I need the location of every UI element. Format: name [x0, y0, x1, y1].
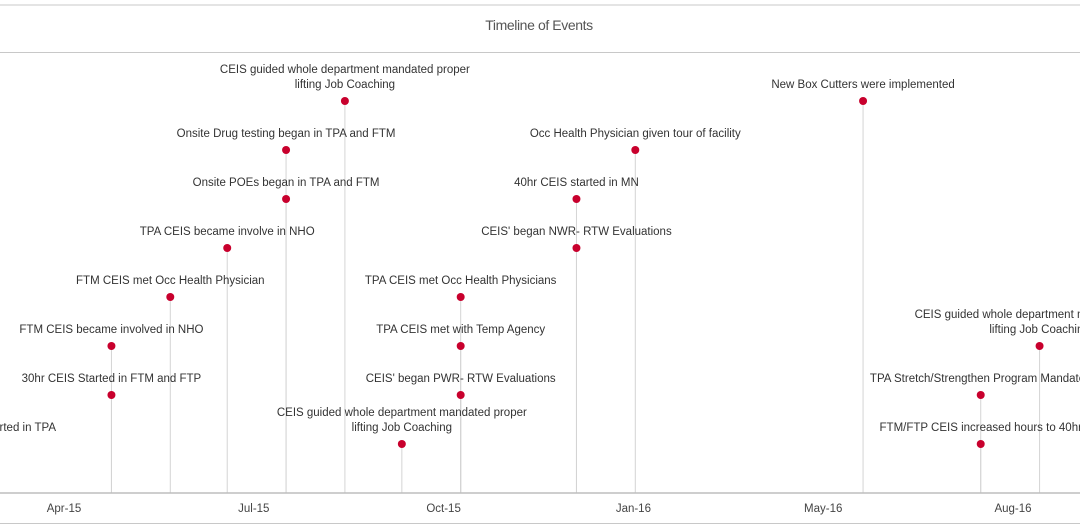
event-marker[interactable] — [282, 195, 291, 203]
event-label: CEIS' began NWR- RTW Evaluations — [481, 226, 672, 238]
event-label: New Box Cutters were implemented — [771, 79, 954, 91]
event-marker[interactable] — [397, 440, 406, 448]
event: CEIS guided whole department mandated pr… — [220, 64, 470, 105]
event: TPA Stretch/Strengthen Program Mandated — [870, 373, 1080, 399]
event: CEIS guided whole department mandated pr… — [915, 309, 1080, 350]
event-marker[interactable] — [166, 293, 175, 301]
event-marker[interactable] — [859, 97, 868, 105]
event-label: TPA CEIS met Occ Health Physicians — [365, 275, 557, 287]
event: Onsite POEs began in TPA and FTM — [193, 177, 380, 203]
chart-title: Timeline of Events — [485, 17, 593, 33]
event-marker[interactable] — [340, 97, 349, 105]
event-marker[interactable] — [976, 440, 985, 448]
event-marker[interactable] — [456, 391, 465, 399]
event: New Box Cutters were implemented — [771, 79, 955, 105]
event-label: CEIS guided whole department mandated pr… — [277, 407, 527, 419]
event-marker[interactable] — [456, 342, 465, 350]
event-marker[interactable] — [572, 244, 581, 252]
event-label: CEIS' began PWR- RTW Evaluations — [366, 373, 556, 385]
event-label: CEIS guided whole department mandated pr… — [220, 64, 470, 76]
event-label: 40hr CEIS started in MN — [514, 177, 639, 189]
event: TPA CEIS met with Temp Agency — [376, 324, 545, 350]
x-tick-label: Apr-15 — [47, 503, 82, 515]
event-label: Onsite POEs began in TPA and FTM — [193, 177, 380, 189]
event-label: CEIS guided whole department mandated pr… — [915, 309, 1080, 321]
event: TPA CEIS became involve in NHO — [140, 226, 315, 252]
event-marker[interactable] — [631, 146, 640, 154]
event-label: lifting Job Coaching — [989, 324, 1080, 336]
x-tick-label: Jan-16 — [616, 503, 651, 515]
event-label: lifting Job Coaching — [352, 422, 452, 434]
event-marker[interactable] — [107, 342, 116, 350]
event-label: FTM CEIS became involved in NHO — [19, 324, 203, 336]
x-tick-label: Oct-15 — [426, 503, 461, 515]
event: FTM CEIS became involved in NHO — [19, 324, 204, 350]
event-label: TPA CEIS became involve in NHO — [140, 226, 315, 238]
event-marker[interactable] — [223, 244, 232, 252]
x-tick-label: May-16 — [804, 503, 842, 515]
event: TPA CEIS met Occ Health Physicians — [365, 275, 557, 301]
event-label: Occ Health Physician given tour of facil… — [530, 128, 741, 140]
event: Occ Health Physician given tour of facil… — [530, 128, 741, 154]
event-marker[interactable] — [976, 391, 985, 399]
event-label: TPA CEIS met with Temp Agency — [376, 324, 545, 336]
event: FTM/FTP CEIS increased hours to 40hr — [880, 422, 1080, 448]
event: 30hr CEIS Started in FTM and FTP — [22, 373, 202, 399]
event-marker[interactable] — [282, 146, 291, 154]
event-label: FTM CEIS met Occ Health Physician — [76, 275, 265, 287]
event-label: TPA Stretch/Strengthen Program Mandated — [870, 373, 1080, 385]
event: rted in TPA — [0, 422, 56, 434]
event: Onsite Drug testing began in TPA and FTM — [177, 128, 396, 154]
event: CEIS' began PWR- RTW Evaluations — [366, 373, 556, 399]
event-marker[interactable] — [107, 391, 116, 399]
event-marker[interactable] — [1035, 342, 1044, 350]
event-label: 30hr CEIS Started in FTM and FTP — [22, 373, 202, 385]
event-label: Onsite Drug testing began in TPA and FTM — [177, 128, 396, 140]
event: FTM CEIS met Occ Health Physician — [76, 275, 265, 301]
event: CEIS guided whole department mandated pr… — [277, 407, 527, 448]
event-label: rted in TPA — [0, 422, 56, 434]
event-label: FTM/FTP CEIS increased hours to 40hr — [880, 422, 1080, 434]
event: 40hr CEIS started in MN — [514, 177, 639, 203]
event-marker[interactable] — [456, 293, 465, 301]
x-tick-label: Jul-15 — [238, 503, 269, 515]
event-marker[interactable] — [572, 195, 581, 203]
x-tick-label: Aug-16 — [994, 503, 1031, 515]
event-label: lifting Job Coaching — [295, 79, 395, 91]
event: CEIS' began NWR- RTW Evaluations — [481, 226, 672, 252]
